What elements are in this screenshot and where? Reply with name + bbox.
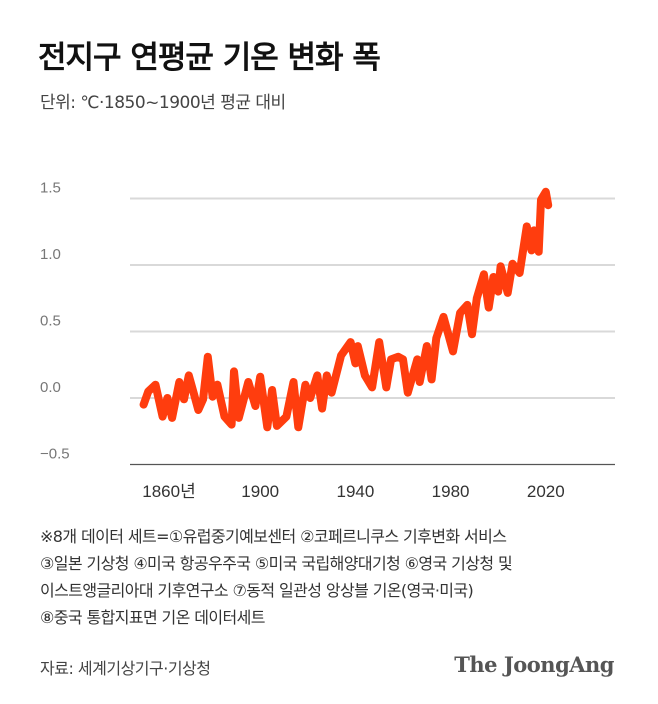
chart-title: 전지구 연평균 기온 변화 폭 (38, 40, 381, 76)
y-tick-label: 0.5 (40, 313, 61, 330)
x-tick-label: 2020 (527, 482, 565, 501)
x-tick-label: 1940 (336, 482, 374, 501)
dataset-notes: ※8개 데이터 세트=①유럽중기예보센터 ②코페르니쿠스 기후변화 서비스 ③일… (40, 523, 513, 631)
x-tick-label: 1980 (432, 482, 470, 501)
joongang-logo: The JoongAng (454, 652, 614, 677)
note-line: 이스트앵글리아대 기후연구소 ⑦동적 일관성 앙상블 기온(영국·미국) (40, 581, 474, 600)
chart-unit-subtitle: 단위: ℃·1850~1900년 평균 대비 (40, 93, 286, 113)
y-tick-label: 0.0 (40, 379, 61, 396)
x-tick-label: 1900 (241, 482, 279, 501)
note-line: ※8개 데이터 세트=①유럽중기예보센터 ②코페르니쿠스 기후변화 서비스 (40, 527, 507, 546)
x-tick-label: 1860년 (142, 482, 195, 501)
source-text: 자료: 세계기상기구·기상청 (40, 659, 211, 678)
note-line: ③일본 기상청 ④미국 항공우주국 ⑤미국 국립해양대기청 ⑥영국 기상청 및 (40, 554, 513, 573)
temperature-series-line (139, 187, 553, 432)
note-line: ⑧중국 통합지표면 기온 데이터세트 (40, 608, 265, 627)
y-tick-label: −0.5 (40, 446, 70, 463)
y-tick-label: 1.0 (40, 246, 61, 263)
y-tick-label: 1.5 (40, 180, 61, 197)
